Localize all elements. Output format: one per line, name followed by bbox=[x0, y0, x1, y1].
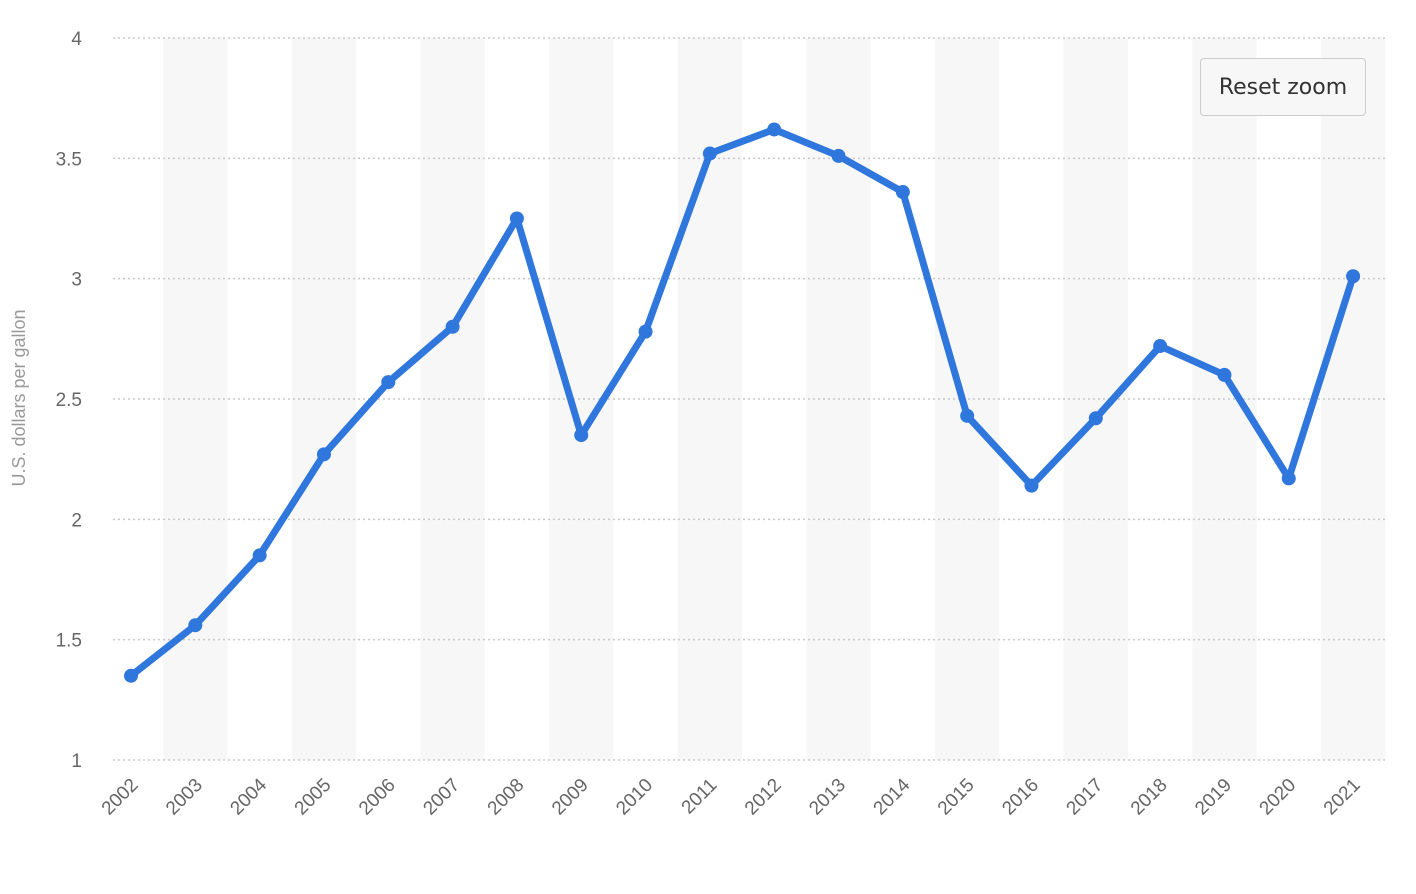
data-point bbox=[1217, 367, 1232, 382]
y-tick-label: 4 bbox=[71, 29, 82, 50]
x-tick-label: 2010 bbox=[612, 775, 657, 820]
x-tick-label: 2008 bbox=[484, 775, 529, 820]
data-point bbox=[574, 428, 589, 443]
x-tick-label: 2021 bbox=[1320, 775, 1365, 820]
x-tick-label: 2017 bbox=[1063, 775, 1108, 820]
data-point bbox=[702, 146, 717, 161]
x-tick-label: 2012 bbox=[741, 775, 786, 820]
data-point bbox=[316, 447, 331, 462]
series-line bbox=[128, 125, 1357, 679]
x-tick-label: 2009 bbox=[548, 775, 593, 820]
data-point bbox=[895, 185, 910, 200]
x-tick-label: 2002 bbox=[98, 775, 143, 820]
y-tick-label: 3 bbox=[71, 270, 82, 291]
data-point bbox=[960, 408, 975, 423]
x-tick-label: 2019 bbox=[1191, 775, 1236, 820]
reset-zoom-button[interactable]: Reset zoom bbox=[1200, 58, 1366, 116]
y-tick-label: 1.5 bbox=[56, 631, 82, 652]
x-tick-label: 2020 bbox=[1256, 775, 1301, 820]
x-tick-label: 2015 bbox=[934, 775, 979, 820]
y-tick-label: 3.5 bbox=[56, 149, 82, 170]
data-point bbox=[767, 122, 782, 137]
x-tick-label: 2003 bbox=[162, 775, 207, 820]
y-tick-label: 1 bbox=[71, 751, 82, 772]
data-point bbox=[381, 375, 396, 390]
data-point bbox=[1153, 339, 1168, 354]
y-tick-label: 2 bbox=[71, 510, 82, 531]
data-point bbox=[1088, 411, 1103, 426]
x-tick-label: 2013 bbox=[805, 775, 850, 820]
y-axis-title: U.S. dollars per gallon bbox=[9, 309, 29, 486]
y-tick-label: 2.5 bbox=[56, 390, 82, 411]
plot-band bbox=[163, 38, 228, 760]
x-tick-label: 2005 bbox=[291, 775, 336, 820]
data-point bbox=[831, 148, 846, 163]
x-tick-label: 2014 bbox=[870, 774, 915, 819]
x-tick-label: 2007 bbox=[419, 775, 464, 820]
x-tick-label: 2004 bbox=[226, 774, 271, 819]
data-point bbox=[1281, 471, 1296, 486]
data-point bbox=[509, 211, 524, 226]
x-tick-label: 2016 bbox=[998, 775, 1043, 820]
x-tick-label: 2006 bbox=[355, 775, 400, 820]
data-point bbox=[445, 319, 460, 334]
x-tick-label: 2011 bbox=[678, 775, 722, 819]
data-point bbox=[638, 324, 653, 339]
data-point bbox=[1024, 478, 1039, 493]
data-point bbox=[124, 668, 138, 683]
data-point bbox=[252, 548, 267, 563]
data-point bbox=[1346, 269, 1361, 284]
plot-band bbox=[420, 38, 485, 760]
x-tick-label: 2018 bbox=[1127, 775, 1172, 820]
data-point bbox=[188, 618, 203, 633]
